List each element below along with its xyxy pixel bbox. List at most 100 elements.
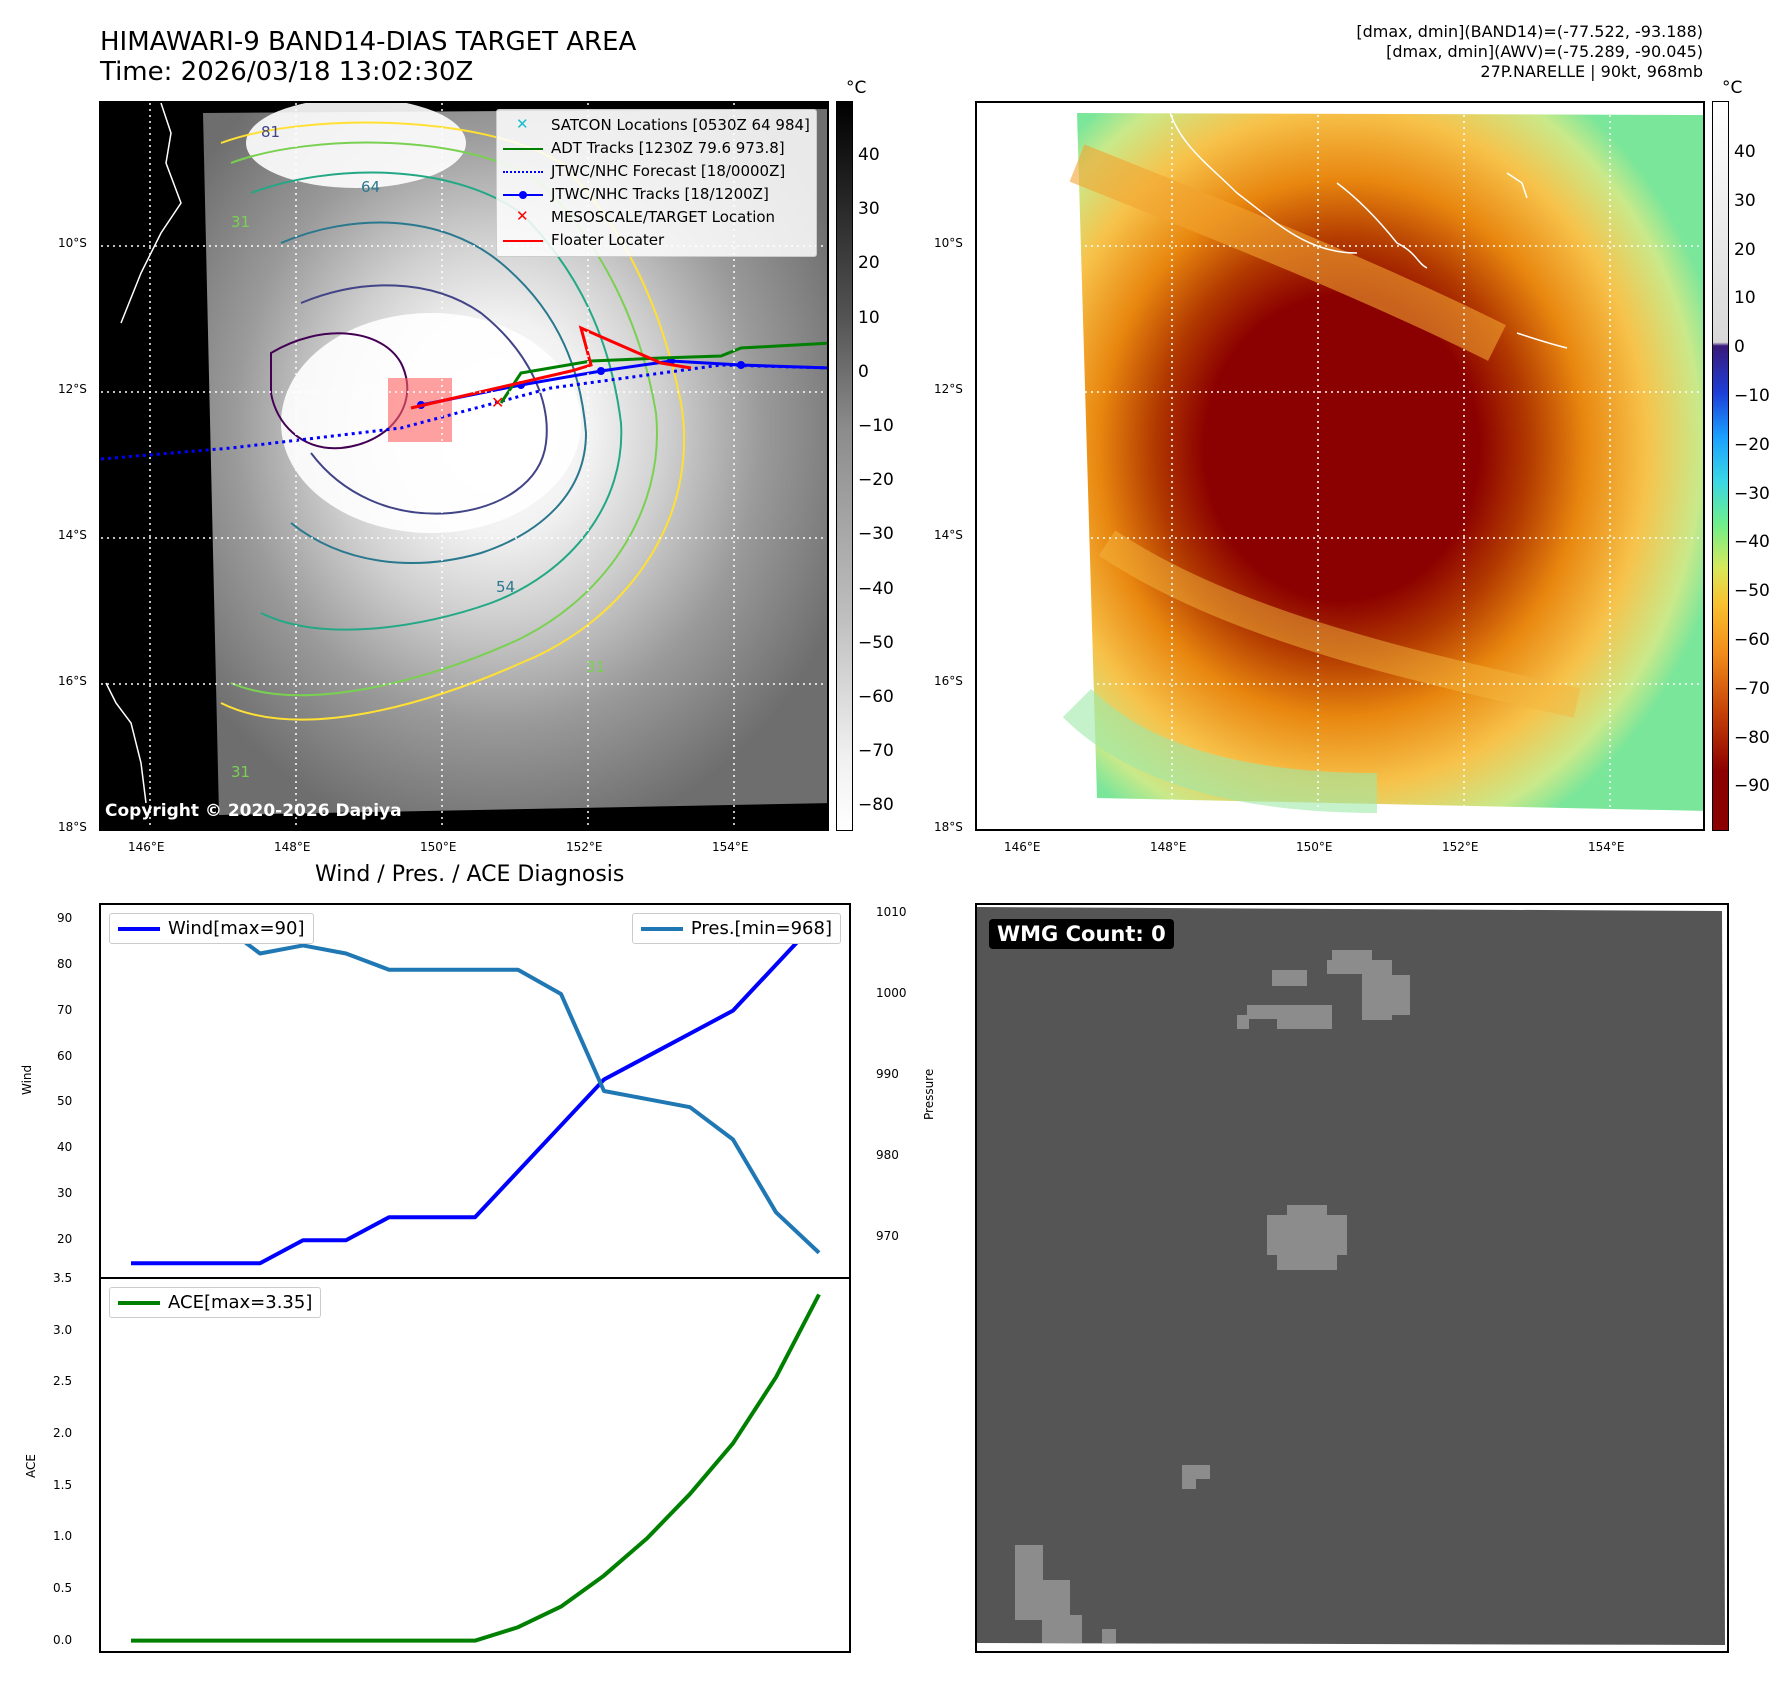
legend-label: ACE[max=3.35] — [168, 1292, 313, 1313]
legend-item: JTWC/NHC Tracks [18/1200Z] — [503, 183, 810, 206]
lat-label: 16°S — [58, 674, 87, 688]
ace-tick: 3.5 — [53, 1271, 73, 1285]
wind-tick: 20 — [57, 1232, 73, 1247]
colorbar-tick: −90 — [1734, 776, 1770, 797]
pressure-tick: 1000 — [876, 985, 907, 1000]
legend-marker — [503, 188, 543, 202]
grayscale-colorbar — [836, 101, 853, 831]
ace-tick: 0.0 — [53, 1632, 73, 1647]
ace-tick: 0.5 — [53, 1581, 73, 1595]
colorbar-tick: −40 — [1734, 532, 1770, 553]
lon-label: 150°E — [1296, 840, 1333, 854]
wmg-count-badge: WMG Count: 0 — [989, 919, 1174, 949]
pressure-tick: 980 — [876, 1147, 899, 1162]
colorbar-tick: 0 — [858, 361, 869, 382]
legend-label: Floater Locater — [551, 231, 665, 249]
wind-tick: 30 — [57, 1186, 73, 1201]
pressure-legend: Pres.[min=968] — [631, 913, 841, 944]
lon-label: 148°E — [274, 840, 311, 854]
panel-title-line2: Time: 2026/03/18 13:02:30Z — [100, 57, 474, 87]
colorbar-tick: −80 — [858, 795, 894, 816]
lat-label: 18°S — [58, 820, 87, 834]
colorbar-tick: 30 — [1734, 190, 1756, 211]
colorbar-tick: −50 — [858, 632, 894, 653]
colorbar-tick: −20 — [858, 470, 894, 491]
colorbar-tick: 40 — [1734, 142, 1756, 162]
ace-chart: ACE[max=3.35] — [99, 1277, 851, 1653]
colorbar-unit: °C — [846, 78, 867, 98]
contour-label: 54 — [496, 578, 516, 596]
colorbar-tick: −30 — [1734, 483, 1770, 504]
ace-tick: 2.0 — [53, 1426, 73, 1440]
lon-label: 146°E — [1004, 840, 1041, 854]
awv-colorbar — [1712, 101, 1729, 831]
lat-label: 12°S — [934, 382, 963, 396]
svg-text:✕: ✕ — [491, 393, 504, 412]
legend-label: SATCON Locations [0530Z 64 984] — [551, 116, 810, 134]
legend-label: Wind[max=90] — [168, 918, 305, 939]
lon-label: 152°E — [1442, 840, 1479, 854]
intensity-info-line3: 27P.NARELLE | 90kt, 968mb — [1480, 62, 1703, 81]
wind-tick: 70 — [57, 1002, 73, 1017]
ace-series-line — [131, 1293, 821, 1643]
ace-tick: 1.0 — [53, 1529, 73, 1544]
ace-legend: ACE[max=3.35] — [109, 1287, 322, 1318]
legend-marker — [118, 1300, 160, 1305]
legend-marker — [118, 926, 160, 931]
colorbar-tick: −80 — [1734, 727, 1770, 748]
colorbar-tick: −60 — [1734, 630, 1770, 650]
legend-marker — [503, 165, 543, 179]
colorbar-tick: 40 — [858, 145, 880, 165]
ir-satellite-map: ✕ 81 31 64 54 31 31 Copyright © 2020-202… — [99, 101, 829, 831]
wind-axis-label: Wind — [20, 1064, 34, 1095]
wind-tick: 50 — [57, 1094, 73, 1109]
colorbar-tick: 30 — [858, 199, 880, 220]
pressure-series-line — [131, 919, 821, 1255]
colorbar-tick: 10 — [1734, 288, 1756, 309]
wind-pressure-chart: Wind[max=90] Pres.[min=968] — [99, 903, 851, 1279]
ace-plot — [130, 1293, 821, 1643]
wind-tick: 80 — [57, 956, 73, 971]
contour-label: 31 — [231, 763, 251, 781]
track-legend: ✕ SATCON Locations [0530Z 64 984] ADT Tr… — [496, 109, 817, 257]
lat-label: 10°S — [934, 236, 963, 250]
colorbar-unit: °C — [1722, 78, 1743, 98]
lat-label: 18°S — [934, 820, 963, 834]
lon-label: 154°E — [1588, 840, 1625, 854]
intensity-info-line1: [dmax, dmin](BAND14)=(-77.522, -93.188) — [1356, 22, 1703, 41]
legend-label: JTWC/NHC Forecast [18/0000Z] — [551, 162, 786, 180]
panel-title-line1: HIMAWARI-9 BAND14-DIAS TARGET AREA — [100, 27, 637, 57]
pressure-tick: 1010 — [876, 905, 907, 920]
lon-label: 148°E — [1150, 840, 1187, 854]
lat-label: 14°S — [934, 528, 963, 542]
lat-label: 16°S — [934, 674, 963, 688]
colorbar-tick: −10 — [1734, 386, 1770, 406]
pressure-axis-label: Pressure — [922, 1068, 936, 1120]
colorbar-tick: −40 — [858, 578, 894, 599]
lon-label: 152°E — [566, 840, 603, 854]
awv-satellite-image — [977, 103, 1703, 829]
legend-marker — [640, 926, 683, 931]
contour-label: 31 — [231, 213, 251, 231]
contour-label: 81 — [261, 123, 281, 141]
legend-label: JTWC/NHC Tracks [18/1200Z] — [551, 185, 769, 203]
legend-label: MESOSCALE/TARGET Location — [551, 208, 776, 226]
colorbar-tick: −30 — [858, 524, 894, 545]
legend-marker — [503, 234, 543, 248]
wind-tick: 60 — [57, 1048, 73, 1063]
colorbar-tick: 0 — [1734, 337, 1745, 358]
colorbar-tick: 20 — [1734, 239, 1756, 260]
contour-label: 64 — [361, 178, 381, 196]
pressure-tick: 990 — [876, 1066, 899, 1081]
diagnosis-title: Wind / Pres. / ACE Diagnosis — [315, 862, 625, 887]
legend-marker: ✕ — [516, 206, 529, 225]
copyright-notice: Copyright © 2020-2026 Dapiya — [105, 801, 402, 821]
legend-label: Pres.[min=968] — [690, 918, 832, 939]
legend-item: ✕ SATCON Locations [0530Z 64 984] — [503, 114, 810, 137]
wind-tick: 40 — [57, 1140, 73, 1155]
ir-satellite-image: ✕ — [101, 103, 827, 829]
lon-label: 154°E — [712, 840, 749, 854]
colorbar-tick: −20 — [1734, 434, 1770, 455]
colorbar-tick: −10 — [858, 416, 894, 436]
colorbar-tick: −70 — [1734, 678, 1770, 699]
